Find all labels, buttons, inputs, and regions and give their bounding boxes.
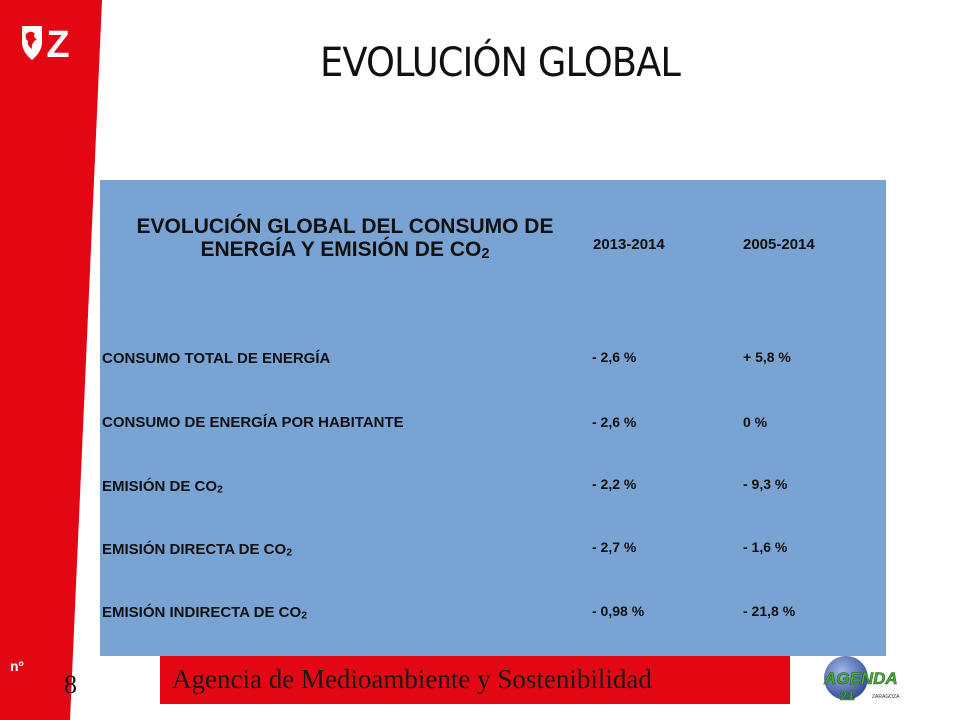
cell-emision-co2-2013-2014: - 2,2 % — [592, 476, 637, 492]
row-label-text: EMISIÓN DE CO — [102, 478, 218, 495]
row-label-consumo-habitante: CONSUMO DE ENERGÍA POR HABITANTE — [102, 414, 404, 431]
cell-emision-co2-2005-2014: - 9,3 % — [743, 476, 788, 492]
row-label-consumo-total: CONSUMO TOTAL DE ENERGÍA — [102, 350, 330, 367]
page-title: EVOLUCIÓN GLOBAL — [320, 40, 681, 86]
table-header-2005-2014: 2005-2014 — [743, 236, 815, 253]
agenda-21-logo-icon: AGENDA 21 ZARAGOZA — [823, 656, 900, 703]
agenda-logo-number: 21 — [840, 688, 854, 703]
zaragoza-lion-logo-icon: Z — [22, 24, 70, 64]
table-header-2013-2014: 2013-2014 — [593, 236, 665, 253]
cell-consumo-total-2013-2014: - 2,6 % — [592, 349, 637, 365]
cell-consumo-habitante-2013-2014: - 2,6 % — [592, 414, 637, 430]
logo-z-letter: Z — [46, 24, 69, 64]
slide-number: 8 — [64, 670, 77, 699]
cell-emision-directa-2005-2014: - 1,6 % — [743, 539, 788, 555]
cell-consumo-total-2005-2014: + 5,8 % — [743, 349, 791, 365]
row-label-emision-directa: EMISIÓN DIRECTA DE CO2 — [102, 541, 292, 559]
footer-banner-text: Agencia de Medioambiente y Sostenibilida… — [172, 664, 652, 694]
table-header-title: EVOLUCIÓN GLOBAL DEL CONSUMO DE ENERGÍA … — [100, 215, 590, 266]
table-header-title-text: EVOLUCIÓN GLOBAL DEL CONSUMO DE ENERGÍA … — [136, 215, 554, 261]
row-label-sub: 2 — [301, 609, 308, 622]
data-table — [100, 180, 886, 656]
cell-consumo-habitante-2005-2014: 0 % — [743, 414, 768, 430]
row-label-text: EMISIÓN DIRECTA DE CO — [102, 541, 287, 558]
cell-emision-indirecta-2005-2014: - 21,8 % — [743, 603, 796, 619]
agenda-logo-word: AGENDA — [823, 669, 898, 688]
row-label-emision-co2: EMISIÓN DE CO2 — [102, 478, 223, 496]
agenda-logo-city: ZARAGOZA — [872, 694, 900, 700]
row-label-sub: 2 — [217, 483, 223, 496]
table-header-title-sub: 2 — [481, 246, 490, 263]
row-label-text: CONSUMO TOTAL DE ENERGÍA — [102, 350, 331, 367]
cell-emision-directa-2013-2014: - 2,7 % — [592, 539, 637, 555]
row-label-text: CONSUMO DE ENERGÍA POR HABITANTE — [102, 414, 404, 431]
row-label-text: EMISIÓN INDIRECTA DE CO — [102, 604, 302, 621]
row-label-sub: 2 — [286, 546, 293, 559]
slide-number-label: nº — [10, 658, 24, 674]
row-label-emision-indirecta: EMISIÓN INDIRECTA DE CO2 — [102, 604, 307, 622]
footer-banner — [160, 656, 790, 704]
cell-emision-indirecta-2013-2014: - 0,98 % — [592, 603, 645, 619]
